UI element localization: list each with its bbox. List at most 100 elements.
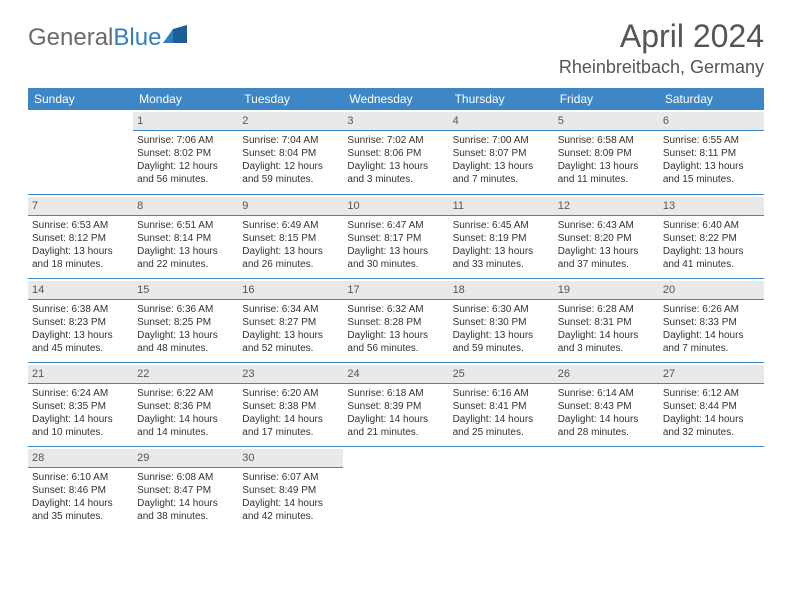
day-info-line: and 52 minutes. <box>242 342 339 355</box>
calendar-day-cell: 1Sunrise: 7:06 AMSunset: 8:02 PMDaylight… <box>133 110 238 194</box>
calendar-day-cell: 19Sunrise: 6:28 AMSunset: 8:31 PMDayligh… <box>554 278 659 362</box>
day-number: 22 <box>133 365 238 384</box>
day-number: 14 <box>28 281 133 300</box>
day-number: 19 <box>554 281 659 300</box>
day-info-line: Daylight: 13 hours <box>242 245 339 258</box>
calendar-day-cell: 20Sunrise: 6:26 AMSunset: 8:33 PMDayligh… <box>659 278 764 362</box>
day-number: 15 <box>133 281 238 300</box>
day-info-line: Sunset: 8:14 PM <box>137 232 234 245</box>
day-info-line: and 3 minutes. <box>347 173 444 186</box>
day-info-line: Sunset: 8:44 PM <box>663 400 760 413</box>
day-info-line: Daylight: 13 hours <box>453 160 550 173</box>
day-info-line: Sunset: 8:35 PM <box>32 400 129 413</box>
day-info-line: and 33 minutes. <box>453 258 550 271</box>
calendar-day-cell: 29Sunrise: 6:08 AMSunset: 8:47 PMDayligh… <box>133 446 238 530</box>
day-info-line: Sunset: 8:49 PM <box>242 484 339 497</box>
calendar-day-cell <box>343 446 448 530</box>
day-info-line: Daylight: 14 hours <box>453 413 550 426</box>
day-info-line: Sunrise: 6:16 AM <box>453 387 550 400</box>
day-info-line: and 56 minutes. <box>137 173 234 186</box>
day-info-line: Daylight: 13 hours <box>32 245 129 258</box>
day-number: 16 <box>238 281 343 300</box>
day-info-line: Sunset: 8:23 PM <box>32 316 129 329</box>
day-info-line: and 21 minutes. <box>347 426 444 439</box>
day-info-line: and 18 minutes. <box>32 258 129 271</box>
day-info-line: and 25 minutes. <box>453 426 550 439</box>
day-number: 20 <box>659 281 764 300</box>
calendar-week-row: 28Sunrise: 6:10 AMSunset: 8:46 PMDayligh… <box>28 446 764 530</box>
day-info-line: and 7 minutes. <box>453 173 550 186</box>
day-info-line: Daylight: 12 hours <box>242 160 339 173</box>
calendar-day-cell: 15Sunrise: 6:36 AMSunset: 8:25 PMDayligh… <box>133 278 238 362</box>
brand-logo: GeneralBlue <box>28 24 189 52</box>
calendar-table: Sunday Monday Tuesday Wednesday Thursday… <box>28 88 764 530</box>
day-info-line: Sunset: 8:04 PM <box>242 147 339 160</box>
day-info-line: Daylight: 13 hours <box>137 245 234 258</box>
day-number: 25 <box>449 365 554 384</box>
calendar-day-cell: 17Sunrise: 6:32 AMSunset: 8:28 PMDayligh… <box>343 278 448 362</box>
calendar-body: 1Sunrise: 7:06 AMSunset: 8:02 PMDaylight… <box>28 110 764 530</box>
day-info-line: Daylight: 13 hours <box>453 245 550 258</box>
day-info-line: and 11 minutes. <box>558 173 655 186</box>
day-number: 11 <box>449 197 554 216</box>
calendar-head: Sunday Monday Tuesday Wednesday Thursday… <box>28 88 764 110</box>
calendar-day-cell: 9Sunrise: 6:49 AMSunset: 8:15 PMDaylight… <box>238 194 343 278</box>
day-info-line: Sunrise: 6:22 AM <box>137 387 234 400</box>
day-info-line: and 32 minutes. <box>663 426 760 439</box>
calendar-day-cell <box>659 446 764 530</box>
day-info-line: Sunset: 8:39 PM <box>347 400 444 413</box>
day-info-line: Sunrise: 6:10 AM <box>32 471 129 484</box>
calendar-day-cell: 3Sunrise: 7:02 AMSunset: 8:06 PMDaylight… <box>343 110 448 194</box>
calendar-week-row: 7Sunrise: 6:53 AMSunset: 8:12 PMDaylight… <box>28 194 764 278</box>
day-info-line: and 56 minutes. <box>347 342 444 355</box>
day-info-line: Daylight: 14 hours <box>242 497 339 510</box>
day-info-line: Sunset: 8:46 PM <box>32 484 129 497</box>
calendar-day-cell: 25Sunrise: 6:16 AMSunset: 8:41 PMDayligh… <box>449 362 554 446</box>
title-block: April 2024 Rheinbreitbach, Germany <box>559 18 764 78</box>
day-info-line: Sunset: 8:30 PM <box>453 316 550 329</box>
day-info-line: Sunset: 8:02 PM <box>137 147 234 160</box>
day-info-line: and 26 minutes. <box>242 258 339 271</box>
calendar-day-cell: 12Sunrise: 6:43 AMSunset: 8:20 PMDayligh… <box>554 194 659 278</box>
day-info-line: Sunrise: 6:14 AM <box>558 387 655 400</box>
day-number: 12 <box>554 197 659 216</box>
calendar-day-cell: 24Sunrise: 6:18 AMSunset: 8:39 PMDayligh… <box>343 362 448 446</box>
day-info-line: Sunrise: 6:26 AM <box>663 303 760 316</box>
day-info-line: Daylight: 13 hours <box>242 329 339 342</box>
calendar-day-cell: 23Sunrise: 6:20 AMSunset: 8:38 PMDayligh… <box>238 362 343 446</box>
day-info-line: Sunrise: 6:18 AM <box>347 387 444 400</box>
calendar-day-cell <box>554 446 659 530</box>
day-number: 4 <box>449 112 554 131</box>
day-info-line: Daylight: 13 hours <box>347 329 444 342</box>
day-number: 23 <box>238 365 343 384</box>
calendar-day-cell: 21Sunrise: 6:24 AMSunset: 8:35 PMDayligh… <box>28 362 133 446</box>
day-info-line: Sunset: 8:22 PM <box>663 232 760 245</box>
day-info-line: Sunrise: 6:38 AM <box>32 303 129 316</box>
day-info-line: Daylight: 14 hours <box>558 413 655 426</box>
calendar-week-row: 1Sunrise: 7:06 AMSunset: 8:02 PMDaylight… <box>28 110 764 194</box>
day-info-line: and 30 minutes. <box>347 258 444 271</box>
day-number: 24 <box>343 365 448 384</box>
day-info-line: Sunset: 8:27 PM <box>242 316 339 329</box>
day-info-line: Daylight: 13 hours <box>32 329 129 342</box>
day-info-line: Daylight: 13 hours <box>137 329 234 342</box>
calendar-day-cell: 11Sunrise: 6:45 AMSunset: 8:19 PMDayligh… <box>449 194 554 278</box>
day-info-line: and 38 minutes. <box>137 510 234 523</box>
calendar-day-cell: 4Sunrise: 7:00 AMSunset: 8:07 PMDaylight… <box>449 110 554 194</box>
calendar-day-cell: 30Sunrise: 6:07 AMSunset: 8:49 PMDayligh… <box>238 446 343 530</box>
day-info-line: Daylight: 13 hours <box>663 160 760 173</box>
day-info-line: Sunrise: 6:40 AM <box>663 219 760 232</box>
day-info-line: Sunset: 8:38 PM <box>242 400 339 413</box>
day-info-line: Sunrise: 6:58 AM <box>558 134 655 147</box>
day-info-line: Sunrise: 6:32 AM <box>347 303 444 316</box>
calendar-day-cell: 27Sunrise: 6:12 AMSunset: 8:44 PMDayligh… <box>659 362 764 446</box>
day-number: 2 <box>238 112 343 131</box>
day-number: 6 <box>659 112 764 131</box>
day-info-line: Daylight: 13 hours <box>558 160 655 173</box>
day-info-line: Sunrise: 6:24 AM <box>32 387 129 400</box>
day-number: 27 <box>659 365 764 384</box>
calendar-day-cell: 13Sunrise: 6:40 AMSunset: 8:22 PMDayligh… <box>659 194 764 278</box>
day-info-line: Sunrise: 6:49 AM <box>242 219 339 232</box>
day-number: 18 <box>449 281 554 300</box>
calendar-day-cell <box>449 446 554 530</box>
